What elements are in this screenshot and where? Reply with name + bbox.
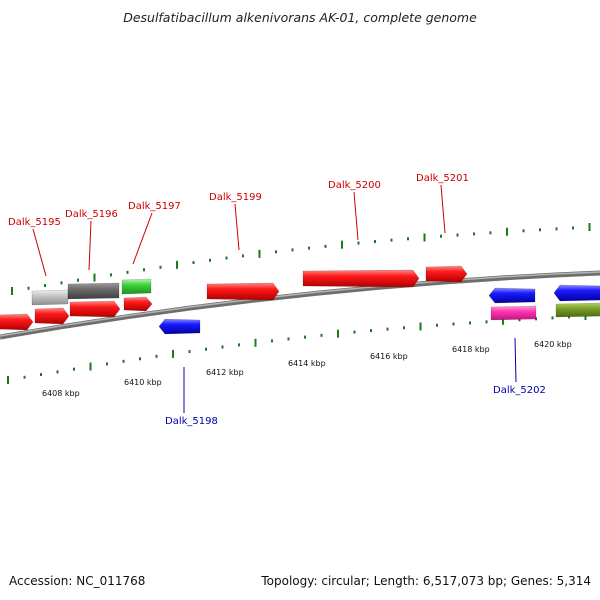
gene-feature[interactable]	[553, 284, 600, 302]
gene-label[interactable]: Dalk_5200	[328, 180, 381, 191]
label-leader-line	[440, 184, 446, 234]
gene-feature[interactable]	[302, 269, 420, 288]
scale-label: 6414 kbp	[288, 359, 326, 368]
scale-label: 6412 kbp	[206, 368, 244, 377]
label-leader-line	[353, 191, 359, 241]
upper-tick-ring	[11, 223, 591, 295]
scale-label: 6410 kbp	[124, 378, 162, 387]
gene-feature[interactable]	[490, 305, 537, 321]
gene-feature[interactable]	[69, 300, 121, 318]
gene-label[interactable]: Dalk_5198	[165, 416, 218, 427]
gene-feature[interactable]	[67, 282, 120, 300]
scale-labels: 6408 kbp 6410 kbp 6412 kbp 6414 kbp 6416…	[42, 340, 572, 398]
scale-label: 6420 kbp	[534, 340, 572, 349]
gene-feature[interactable]	[123, 296, 153, 312]
scale-label: 6408 kbp	[42, 389, 80, 398]
gene-label[interactable]: Dalk_5199	[209, 192, 262, 203]
gene-feature[interactable]	[425, 265, 468, 283]
label-leader-line	[514, 337, 517, 383]
gene-label[interactable]: Dalk_5195	[8, 217, 61, 228]
gene-feature[interactable]	[31, 289, 69, 306]
label-leader-line	[32, 228, 47, 277]
gene-features	[0, 265, 600, 335]
gene-label[interactable]: Dalk_5197	[128, 201, 181, 212]
label-leaders	[32, 184, 517, 413]
accession-text: Accession: NC_011768	[9, 574, 146, 588]
gene-label[interactable]: Dalk_5201	[416, 173, 469, 184]
gene-feature[interactable]	[206, 282, 280, 301]
scale-label: 6418 kbp	[452, 345, 490, 354]
label-leader-line	[132, 212, 153, 265]
scale-label: 6416 kbp	[370, 352, 408, 361]
genome-backbone	[0, 270, 600, 340]
genome-title: Desulfatibacillum alkenivorans AK-01, co…	[123, 10, 477, 25]
gene-labels: Dalk_5195 Dalk_5196 Dalk_5197 Dalk_5199 …	[8, 173, 546, 427]
gene-label[interactable]: Dalk_5196	[65, 209, 118, 220]
gene-feature[interactable]	[555, 302, 600, 318]
lower-tick-ring	[7, 312, 587, 384]
gene-feature[interactable]	[34, 307, 70, 325]
label-leader-line	[234, 203, 240, 251]
gene-feature[interactable]	[121, 278, 152, 295]
gene-feature[interactable]	[158, 318, 201, 335]
topology-text: Topology: circular; Length: 6,517,073 bp…	[261, 574, 591, 588]
gene-feature[interactable]	[0, 313, 34, 331]
label-leader-line	[88, 220, 92, 271]
gene-feature[interactable]	[488, 287, 536, 304]
gene-label[interactable]: Dalk_5202	[493, 385, 546, 396]
